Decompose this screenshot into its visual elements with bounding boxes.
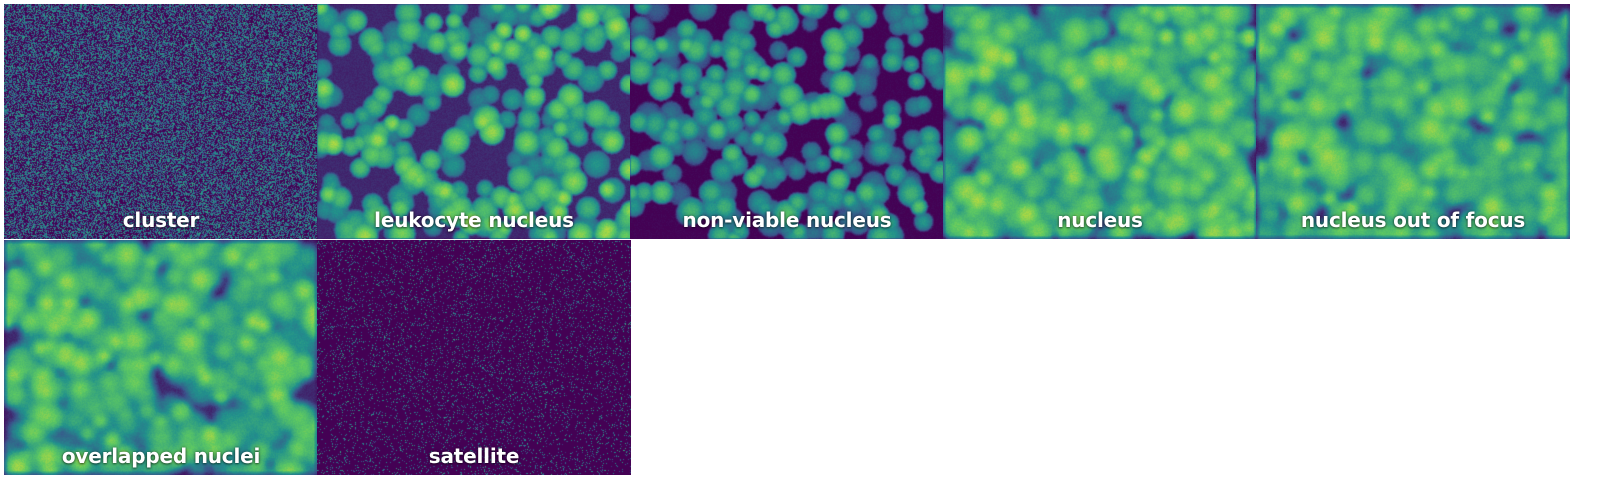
- tile-label-nucleus-out-of-focus: nucleus out of focus: [1300, 208, 1526, 232]
- tile-nucleus-out-of-focus: nucleus out of focus: [1256, 4, 1570, 239]
- tile-image-overlapped-nuclei: [4, 240, 318, 475]
- tile-label-nucleus: nucleus: [1057, 208, 1143, 232]
- tile-label-leukocyte-nucleus: leukocyte nucleus: [374, 208, 574, 232]
- tile-image-leukocyte-nucleus: [317, 4, 631, 239]
- tile-satellite: satellite: [317, 240, 631, 475]
- tile-label-cluster: cluster: [122, 208, 200, 232]
- tile-image-satellite: [317, 240, 631, 475]
- tile-label-non-viable-nucleus: non-viable nucleus: [682, 208, 892, 232]
- tile-cluster: cluster: [4, 4, 318, 239]
- tile-image-nucleus: [943, 4, 1257, 239]
- tile-image-cluster: [4, 4, 318, 239]
- tile-image-nucleus-out-of-focus: [1256, 4, 1570, 239]
- tile-non-viable-nucleus: non-viable nucleus: [630, 4, 944, 239]
- tile-leukocyte-nucleus: leukocyte nucleus: [317, 4, 631, 239]
- tile-overlapped-nuclei: overlapped nuclei: [4, 240, 318, 475]
- tile-nucleus: nucleus: [943, 4, 1257, 239]
- tile-label-satellite: satellite: [428, 444, 520, 468]
- tile-label-overlapped-nuclei: overlapped nuclei: [61, 444, 261, 468]
- tile-image-non-viable-nucleus: [630, 4, 944, 239]
